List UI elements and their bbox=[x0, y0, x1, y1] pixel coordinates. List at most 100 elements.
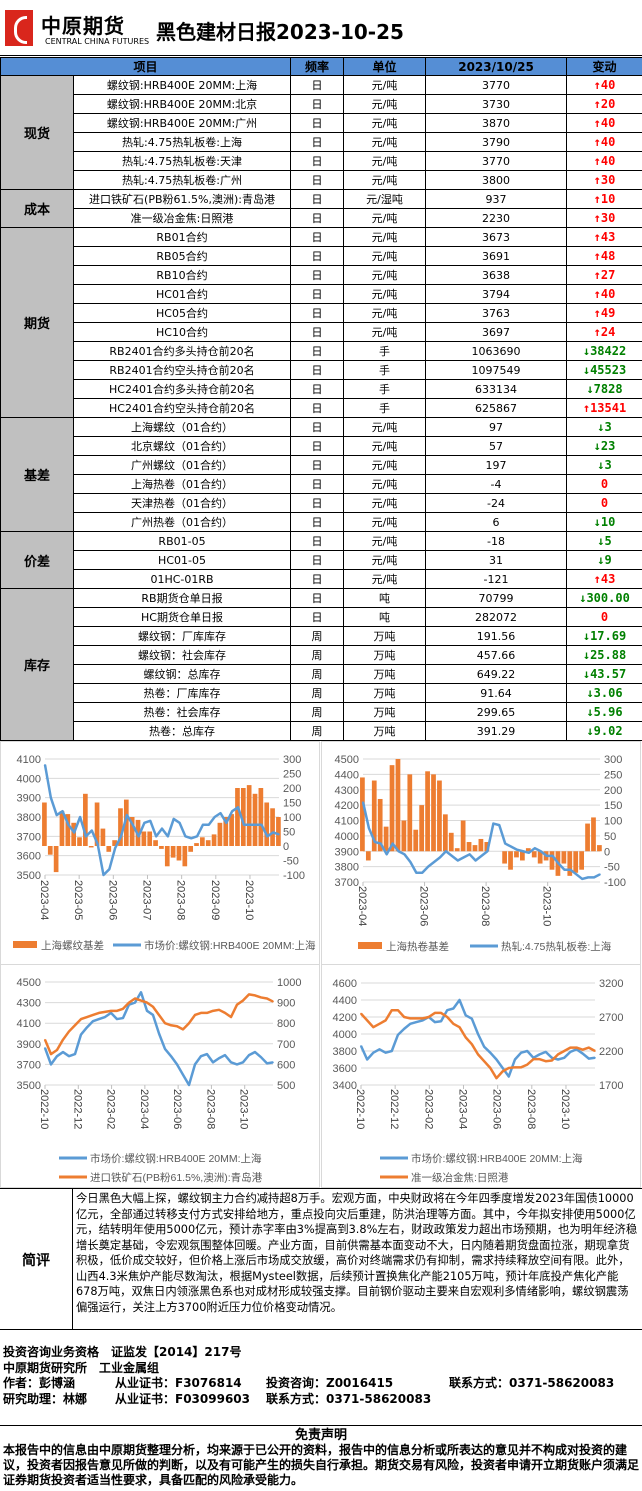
data-point bbox=[384, 1019, 387, 1022]
arrow-up-icon: ↑ bbox=[593, 268, 601, 282]
data-point bbox=[468, 853, 471, 856]
chart-rebar-basis: 3500 3600 3700 3800 3900 4000 4100 -100 -50 0 50 10… bbox=[0, 741, 320, 965]
value-cell: 3800 bbox=[425, 170, 568, 190]
data-point bbox=[501, 1067, 504, 1069]
table-row: 热卷：厂库库存周万吨 91.64 ↓3.06 bbox=[1, 683, 642, 703]
data-point bbox=[50, 796, 52, 799]
logo-mark-icon bbox=[5, 10, 33, 46]
unit-cell: 元/吨 bbox=[343, 132, 427, 152]
unit-cell: 元/吨 bbox=[343, 512, 427, 532]
data-point bbox=[409, 861, 412, 863]
item-cell: 螺纹钢：厂库库存 bbox=[72, 626, 292, 646]
x-tick-label: 2023-04 bbox=[38, 880, 50, 920]
basis-bar bbox=[71, 822, 77, 846]
change-value: 3 bbox=[604, 458, 612, 472]
data-point bbox=[581, 878, 584, 880]
change-cell: ↑30 bbox=[566, 170, 642, 190]
data-point bbox=[80, 1033, 82, 1036]
x-tick-label: 2023-04 bbox=[456, 1089, 468, 1129]
basis-bar bbox=[270, 808, 275, 846]
data-point bbox=[110, 1010, 112, 1012]
basis-bar bbox=[229, 814, 234, 846]
arrow-down-icon: ↓ bbox=[586, 724, 594, 738]
data-point bbox=[172, 818, 175, 820]
table-row: 北京螺纹（01合约）日元/吨 57 ↓23 bbox=[1, 436, 642, 456]
unit-cell: 万吨 bbox=[343, 664, 427, 684]
data-point bbox=[266, 997, 268, 1000]
data-point bbox=[391, 842, 394, 845]
value-cell: 97 bbox=[425, 417, 568, 437]
data-point bbox=[440, 1020, 442, 1023]
unit-cell: 万吨 bbox=[343, 645, 427, 665]
data-point bbox=[415, 871, 418, 874]
basis-bar bbox=[413, 829, 419, 852]
data-point bbox=[236, 1063, 238, 1066]
unit-cell: 元/吨 bbox=[343, 303, 427, 323]
author: 作者：彭博涵 bbox=[3, 1376, 76, 1390]
col-change: 变动 bbox=[566, 57, 642, 76]
change-value: 40 bbox=[600, 287, 616, 301]
table-row: 价差 RB01-05 日元/吨 -18 ↓5 bbox=[0, 531, 642, 589]
basis-bar bbox=[389, 765, 395, 852]
table-row: 热卷：社会库存周万吨 299.65 ↓5.96 bbox=[1, 702, 642, 722]
basis-bar bbox=[258, 788, 264, 846]
left-tick-label: 4200 bbox=[333, 1012, 357, 1024]
data-point bbox=[528, 851, 530, 854]
basis-bar bbox=[591, 817, 596, 852]
right-tick-label: 0 bbox=[604, 846, 610, 858]
data-point bbox=[372, 1026, 375, 1028]
change-value: 9.02 bbox=[593, 724, 623, 738]
item-cell: HC10合约 bbox=[72, 322, 292, 342]
data-point bbox=[67, 823, 70, 826]
change-cell: ↑27 bbox=[566, 265, 642, 285]
left-tick-label: 4300 bbox=[17, 998, 41, 1010]
basis-bar bbox=[246, 785, 252, 846]
unit-cell: 手 bbox=[343, 360, 427, 380]
item-cell: 热卷：社会库存 bbox=[72, 702, 292, 722]
data-point bbox=[474, 859, 477, 862]
change-cell: ↑10 bbox=[566, 189, 642, 209]
change-value: 3 bbox=[604, 420, 612, 434]
basis-bar bbox=[383, 826, 389, 852]
basis-bar bbox=[484, 842, 490, 852]
data-point bbox=[108, 868, 111, 870]
unit-cell: 元/吨 bbox=[343, 265, 427, 285]
data-point bbox=[563, 1050, 566, 1052]
x-tick-label: 2023-10 bbox=[243, 880, 255, 920]
unit-cell: 元/吨 bbox=[343, 455, 427, 475]
table-row: 准一级冶金焦:日照港日元/吨 2230 ↑30 bbox=[1, 208, 642, 228]
data-point bbox=[44, 1038, 46, 1041]
data-point bbox=[374, 841, 376, 843]
arrow-down-icon: ↓ bbox=[597, 553, 605, 567]
data-point bbox=[403, 853, 406, 856]
change-cell: ↓9 bbox=[566, 550, 642, 570]
change-value: 300.00 bbox=[586, 591, 630, 605]
table-row: 广州热卷（01合约）日元/吨 6 ↓10 bbox=[1, 512, 642, 532]
unit-cell: 元/吨 bbox=[343, 208, 427, 228]
col-item: 项目 bbox=[0, 57, 292, 76]
x-tick-label: 2023-06 bbox=[171, 1089, 183, 1129]
legend-label: 上海热卷基差 bbox=[386, 940, 449, 953]
basis-bar bbox=[88, 846, 94, 848]
data-point bbox=[397, 1034, 399, 1036]
page-title: 黑色建材日报2023-10-25 bbox=[156, 20, 404, 44]
data-point bbox=[131, 823, 134, 826]
unit-cell: 元/吨 bbox=[343, 113, 427, 133]
item-cell: RB2401合约空头持仓前20名 bbox=[72, 360, 292, 380]
data-point bbox=[362, 801, 364, 803]
frequency-cell: 日 bbox=[290, 607, 345, 627]
logo-cn: 中原期货 bbox=[41, 14, 125, 38]
data-point bbox=[254, 823, 257, 826]
data-point bbox=[446, 1009, 449, 1011]
data-point bbox=[149, 820, 152, 822]
data-point bbox=[146, 1001, 148, 1004]
data-point bbox=[140, 991, 142, 994]
data-point bbox=[266, 1062, 268, 1065]
change-cell: 0 bbox=[566, 607, 642, 627]
arrow-down-icon: ↓ bbox=[586, 686, 594, 700]
organization: 中原期货研究所 工业金属组 bbox=[3, 1360, 160, 1375]
author-cert: 从业证书：F3076814 bbox=[115, 1376, 242, 1390]
frequency-cell: 日 bbox=[290, 94, 345, 114]
data-point bbox=[206, 1012, 208, 1014]
data-point bbox=[122, 1007, 124, 1010]
